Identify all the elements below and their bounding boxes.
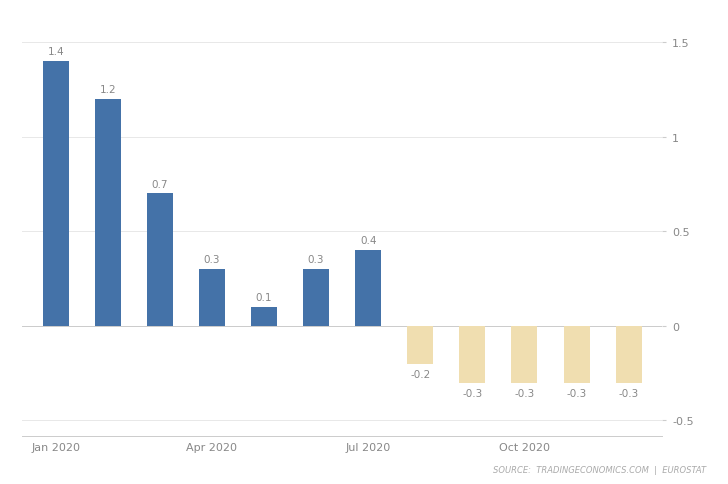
Text: 0.1: 0.1 bbox=[256, 292, 272, 302]
Text: 1.2: 1.2 bbox=[100, 85, 116, 95]
Bar bbox=[355, 251, 381, 326]
Text: SOURCE:  TRADINGECONOMICS.COM  |  EUROSTAT: SOURCE: TRADINGECONOMICS.COM | EUROSTAT bbox=[493, 465, 706, 474]
Text: -0.3: -0.3 bbox=[566, 388, 587, 398]
Bar bbox=[563, 326, 590, 383]
Text: -0.3: -0.3 bbox=[462, 388, 483, 398]
Text: 0.4: 0.4 bbox=[360, 236, 376, 246]
Text: -0.3: -0.3 bbox=[619, 388, 638, 398]
Bar bbox=[147, 194, 173, 326]
Bar bbox=[459, 326, 486, 383]
Bar bbox=[616, 326, 641, 383]
Text: 0.3: 0.3 bbox=[308, 255, 325, 265]
Text: -0.2: -0.2 bbox=[410, 369, 430, 379]
Bar bbox=[199, 270, 225, 326]
Text: 0.7: 0.7 bbox=[151, 179, 168, 189]
Bar bbox=[43, 62, 68, 326]
Bar bbox=[95, 100, 121, 326]
Text: 1.4: 1.4 bbox=[47, 47, 64, 57]
Bar bbox=[303, 270, 329, 326]
Bar bbox=[407, 326, 433, 364]
Text: 0.3: 0.3 bbox=[204, 255, 220, 265]
Bar bbox=[251, 307, 277, 326]
Text: -0.3: -0.3 bbox=[514, 388, 534, 398]
Bar bbox=[512, 326, 537, 383]
